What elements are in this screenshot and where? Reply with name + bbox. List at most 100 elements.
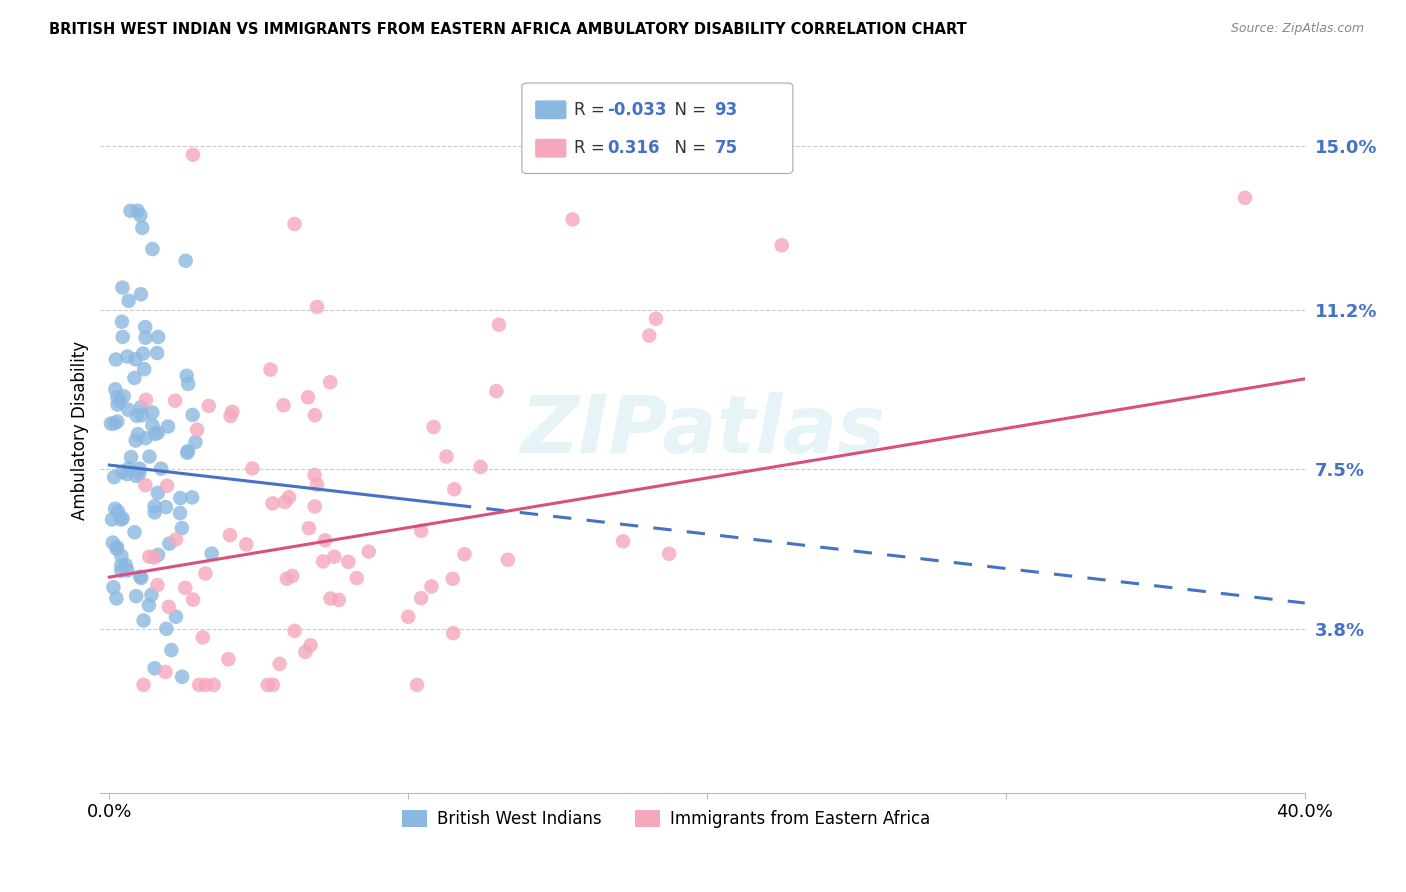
Point xyxy=(170,521,193,535)
Point xyxy=(131,220,153,235)
Point xyxy=(127,427,149,442)
Point xyxy=(396,609,419,624)
Point xyxy=(124,371,146,385)
Point xyxy=(470,459,492,474)
Point xyxy=(156,479,179,493)
Y-axis label: Ambulatory Disability: Ambulatory Disability xyxy=(72,341,89,520)
Point xyxy=(274,495,297,509)
Point xyxy=(278,490,301,504)
Point xyxy=(110,558,132,573)
Point xyxy=(188,678,211,692)
Point xyxy=(169,491,191,505)
Point xyxy=(411,591,433,606)
Point xyxy=(143,661,166,675)
Point xyxy=(134,320,156,334)
Point xyxy=(191,631,214,645)
Point xyxy=(138,599,160,613)
Point xyxy=(273,398,295,412)
Point xyxy=(276,572,298,586)
Text: Source: ZipAtlas.com: Source: ZipAtlas.com xyxy=(1230,22,1364,36)
Point xyxy=(107,504,129,518)
Point xyxy=(146,578,169,592)
Point xyxy=(240,461,263,475)
Point xyxy=(107,398,129,412)
Point xyxy=(645,311,668,326)
Text: N =: N = xyxy=(664,101,711,119)
Point xyxy=(165,609,187,624)
Point xyxy=(148,330,170,344)
Point xyxy=(128,461,150,475)
Point xyxy=(111,465,134,479)
Point xyxy=(141,418,163,433)
Point xyxy=(141,406,163,420)
Point xyxy=(269,657,291,671)
Point xyxy=(108,394,131,409)
Point xyxy=(281,569,304,583)
Point xyxy=(143,505,166,519)
Point xyxy=(143,500,166,514)
Point xyxy=(135,431,157,445)
Point xyxy=(129,571,152,585)
Point xyxy=(658,547,681,561)
Point xyxy=(256,678,278,692)
Point xyxy=(129,287,152,301)
Point xyxy=(217,652,239,666)
Point xyxy=(112,389,135,403)
Point xyxy=(110,512,132,526)
Legend: British West Indians, Immigrants from Eastern Africa: British West Indians, Immigrants from Ea… xyxy=(395,804,938,835)
Point xyxy=(259,362,281,376)
Point xyxy=(155,500,177,514)
Point xyxy=(488,318,510,332)
Point xyxy=(304,500,326,514)
Point xyxy=(156,419,179,434)
Point xyxy=(117,293,139,308)
Point xyxy=(177,444,200,458)
Point xyxy=(105,415,128,429)
FancyBboxPatch shape xyxy=(536,139,567,158)
Point xyxy=(420,579,443,593)
Point xyxy=(129,208,152,222)
Point xyxy=(111,280,134,294)
Point xyxy=(181,408,204,422)
Point xyxy=(117,564,139,578)
Text: -0.033: -0.033 xyxy=(607,101,666,119)
Point xyxy=(441,572,464,586)
Point xyxy=(170,670,193,684)
Point xyxy=(160,643,183,657)
Point xyxy=(143,427,166,442)
Point xyxy=(638,328,661,343)
Point xyxy=(115,467,138,481)
Point xyxy=(219,528,242,542)
Point xyxy=(111,511,134,525)
Point xyxy=(100,417,122,431)
Point xyxy=(110,564,132,578)
Point xyxy=(111,330,134,344)
Point xyxy=(337,555,360,569)
Point xyxy=(219,409,242,423)
Point xyxy=(129,569,152,583)
Point xyxy=(323,549,346,564)
Point xyxy=(299,638,322,652)
Point xyxy=(128,467,150,481)
Point xyxy=(202,678,225,692)
Point xyxy=(141,588,163,602)
Point xyxy=(181,147,204,161)
Point xyxy=(157,536,180,550)
Point xyxy=(304,408,326,422)
Point xyxy=(134,331,156,345)
Point xyxy=(132,346,155,360)
Point xyxy=(181,592,204,607)
Point xyxy=(169,506,191,520)
Point xyxy=(120,203,142,218)
Point xyxy=(346,571,368,585)
Point xyxy=(155,665,177,679)
Point xyxy=(146,346,169,360)
Point xyxy=(297,390,319,404)
Text: N =: N = xyxy=(664,139,711,157)
Point xyxy=(485,384,508,398)
Point xyxy=(298,521,321,535)
Point xyxy=(496,553,519,567)
Point xyxy=(111,315,134,329)
Text: R =: R = xyxy=(574,139,614,157)
Point xyxy=(101,512,124,526)
